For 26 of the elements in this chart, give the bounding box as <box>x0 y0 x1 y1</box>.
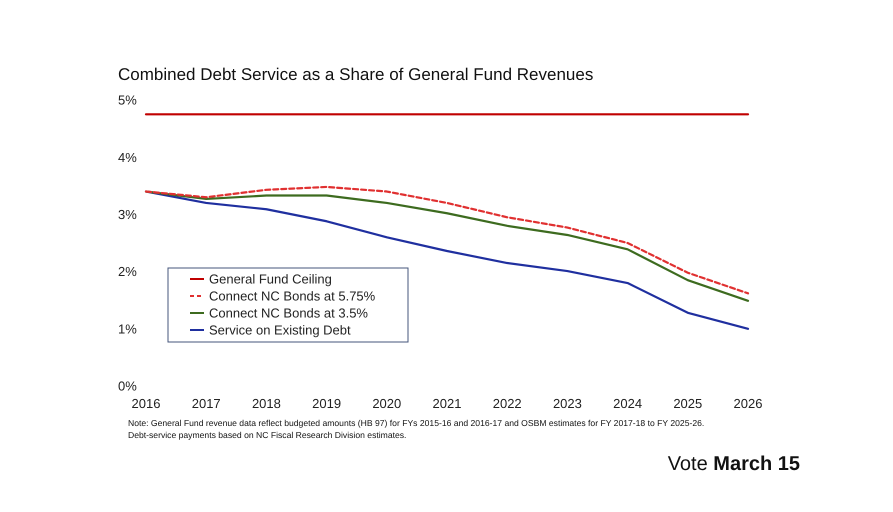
legend-label: Service on Existing Debt <box>209 322 352 338</box>
x-tick-label: 2026 <box>734 396 762 411</box>
text: March 15 <box>708 453 800 475</box>
y-tick-label: 4% <box>118 150 138 165</box>
x-tick-label: 2018 <box>252 396 281 411</box>
x-tick-label: 2023 <box>552 396 582 411</box>
chart-title: Combined Debt Service as a Share of General Fund Revenues <box>118 65 594 84</box>
y-tick-label: 2% <box>118 264 138 280</box>
legend-label: General Fund Ceiling <box>209 272 332 287</box>
y-tick-label: 0% <box>118 378 138 394</box>
legend-label: Connect NC Bonds at 3.5% <box>209 306 368 321</box>
x-tick-label: 2025 <box>673 396 702 411</box>
y-tick-label: 1% <box>118 321 138 336</box>
y-tick-label: 3% <box>118 206 138 222</box>
x-tick-label: 2020 <box>372 396 402 411</box>
text: Debt-service payments based on NC Fiscal Research Division estimates. <box>128 430 406 440</box>
text: Vote <box>668 453 708 475</box>
x-tick-label: 2016 <box>132 396 160 411</box>
y-tick-label: 5% <box>118 92 138 108</box>
x-tick-label: 2017 <box>192 396 221 411</box>
text: Note: General Fund revenue data reflect budgeted amounts (HB 97) for FYs 2015-16 and 2016-17 and OSBM estimates for FY 2017-18 to FY 2025-26. <box>128 418 704 428</box>
x-tick-label: 2024 <box>613 396 642 411</box>
x-tick-label: 2019 <box>312 396 342 411</box>
x-tick-label: 2022 <box>492 396 522 411</box>
legend-label: Connect NC Bonds at 5.75% <box>209 288 376 304</box>
x-tick-label: 2021 <box>432 396 462 411</box>
